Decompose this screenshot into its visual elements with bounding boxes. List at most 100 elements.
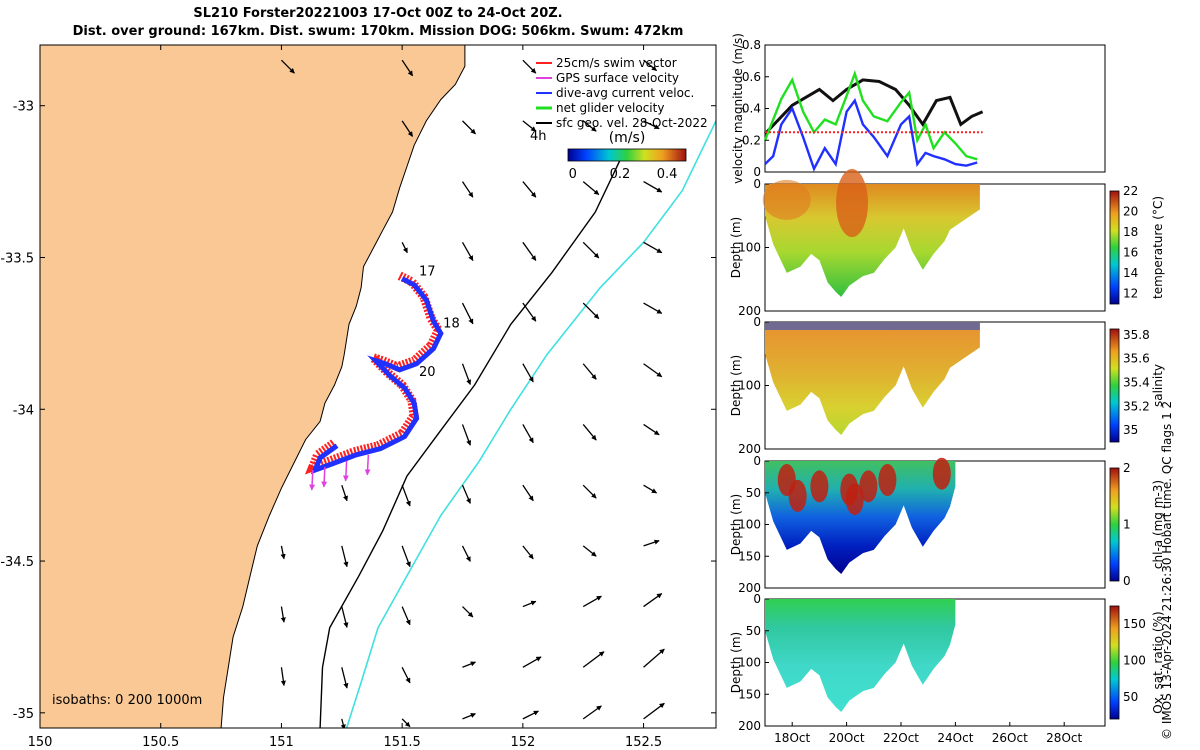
geo-vector bbox=[462, 713, 476, 720]
colorbar-tick-label: 0 bbox=[1123, 574, 1131, 588]
geo-vector bbox=[461, 363, 472, 386]
colorbar bbox=[1109, 605, 1120, 720]
day-label: 20 bbox=[419, 365, 436, 380]
geo-vector bbox=[280, 667, 286, 687]
velocity-series bbox=[763, 69, 978, 161]
map-panel: 17 18 20 150 150.5 151 151.5 152 152.5 -33 -33.5 -… bbox=[0, 44, 717, 750]
colorbar-label: temperature (°C) bbox=[1151, 196, 1165, 299]
warm-patch bbox=[762, 179, 811, 220]
y-tick-label: -34.5 bbox=[0, 555, 34, 570]
profile-field bbox=[765, 184, 980, 297]
geo-vector bbox=[341, 606, 349, 628]
geo-vector bbox=[401, 242, 408, 254]
geo-vector bbox=[401, 666, 411, 684]
y-tick-label: 200 bbox=[738, 304, 761, 318]
geo-vector bbox=[522, 710, 539, 720]
legend-label: GPS surface velocity bbox=[556, 71, 679, 85]
colorbar-tick-label: 0.4 bbox=[657, 167, 678, 182]
geo-vector bbox=[461, 302, 474, 325]
colorbar-tick-label: 0.2 bbox=[610, 167, 631, 182]
y-tick-label: 0.6 bbox=[742, 70, 761, 84]
geo-vector bbox=[461, 181, 474, 198]
gps-arrow bbox=[364, 454, 371, 476]
geo-vector bbox=[401, 120, 414, 137]
y-axis-label: Depth (m) bbox=[729, 355, 743, 416]
geo-vector bbox=[643, 423, 660, 436]
x-tick-label: 22Oct bbox=[883, 731, 919, 745]
speed-scale-label: 4h bbox=[530, 129, 547, 144]
geo-vector bbox=[582, 595, 602, 608]
velocity-series bbox=[764, 98, 978, 172]
geo-vector bbox=[461, 484, 471, 504]
y-tick-label: 100 bbox=[738, 656, 761, 670]
y-tick-label: 0 bbox=[753, 315, 761, 329]
colorbar-tick-label: 20 bbox=[1123, 205, 1138, 219]
colorbar-tick-label: 0 bbox=[569, 167, 577, 182]
legend-label: dive-avg current veloc. bbox=[556, 86, 694, 100]
geo-vector bbox=[401, 718, 411, 728]
x-tick-label: 151 bbox=[269, 735, 294, 750]
y-tick-label: 0.8 bbox=[742, 38, 761, 52]
geo-vector bbox=[522, 656, 542, 668]
geo-vector bbox=[341, 545, 349, 568]
day-label: 18 bbox=[443, 316, 460, 331]
map-colorbar-label: (m/s) bbox=[609, 130, 646, 146]
colorbar-label: Ox. sat. ratio (%) bbox=[1151, 611, 1165, 713]
colorbar-tick-label: 150 bbox=[1123, 617, 1146, 631]
colorbar-tick-label: 2 bbox=[1123, 461, 1131, 475]
geo-vector bbox=[522, 120, 537, 132]
colorbar bbox=[1109, 190, 1120, 305]
geo-vector bbox=[461, 545, 471, 562]
geo-vector bbox=[401, 484, 411, 507]
y-tick-label: 100 bbox=[738, 241, 761, 255]
geo-vector bbox=[643, 484, 658, 494]
geo-vector bbox=[643, 181, 663, 193]
geo-vector bbox=[582, 241, 600, 259]
geo-vector bbox=[522, 59, 537, 74]
x-tick-label: 24Oct bbox=[937, 731, 973, 745]
x-tick-label: 151.5 bbox=[384, 735, 421, 750]
y-tick-label: 100 bbox=[738, 379, 761, 393]
y-tick-label: 50 bbox=[746, 486, 761, 500]
map-colorbar-ticks: 0 0.2 0.4 bbox=[569, 167, 678, 182]
y-tick-label: 200 bbox=[738, 719, 761, 733]
y-tick-label: 50 bbox=[746, 624, 761, 638]
colorbar-tick-label: 18 bbox=[1123, 225, 1138, 239]
y-tick-label: -33.5 bbox=[0, 251, 34, 266]
geo-vector bbox=[462, 661, 476, 668]
geo-vector bbox=[341, 667, 349, 689]
geo-vector bbox=[582, 120, 597, 132]
colorbar-tick-label: 35.8 bbox=[1123, 328, 1150, 342]
chl-patch bbox=[810, 470, 829, 503]
y-tick-label: 150 bbox=[738, 687, 761, 701]
geo-vector bbox=[341, 484, 348, 502]
x-tick-label: 150.5 bbox=[142, 735, 179, 750]
geo-vector bbox=[280, 59, 295, 74]
warm-core bbox=[836, 169, 869, 238]
y-tick-label: -34 bbox=[13, 403, 34, 418]
geo-vector bbox=[582, 302, 600, 320]
y-tick-label: 0.4 bbox=[742, 102, 761, 116]
day-label: 17 bbox=[419, 265, 436, 280]
geo-vector bbox=[582, 545, 597, 557]
chl-patch bbox=[932, 457, 951, 490]
panel-frame bbox=[764, 44, 1106, 173]
y-tick-label: 200 bbox=[738, 581, 761, 595]
geo-vector bbox=[522, 241, 537, 261]
geo-vector bbox=[643, 241, 663, 254]
geo-vector bbox=[280, 606, 286, 623]
geo-vector bbox=[643, 593, 663, 608]
geo-vector bbox=[643, 363, 663, 378]
colorbar-tick-label: 100 bbox=[1123, 654, 1146, 668]
geo-vector bbox=[582, 424, 597, 441]
velocity-series bbox=[763, 78, 984, 135]
y-axis-label: Depth (m) bbox=[729, 494, 743, 555]
colorbar-tick-label: 35.6 bbox=[1123, 352, 1150, 366]
colorbar-tick-label: 12 bbox=[1123, 287, 1138, 301]
geo-vector bbox=[643, 648, 665, 668]
chl-patch bbox=[859, 470, 878, 503]
colorbar-tick-label: 35.4 bbox=[1123, 376, 1150, 390]
geo-vector bbox=[522, 484, 534, 502]
